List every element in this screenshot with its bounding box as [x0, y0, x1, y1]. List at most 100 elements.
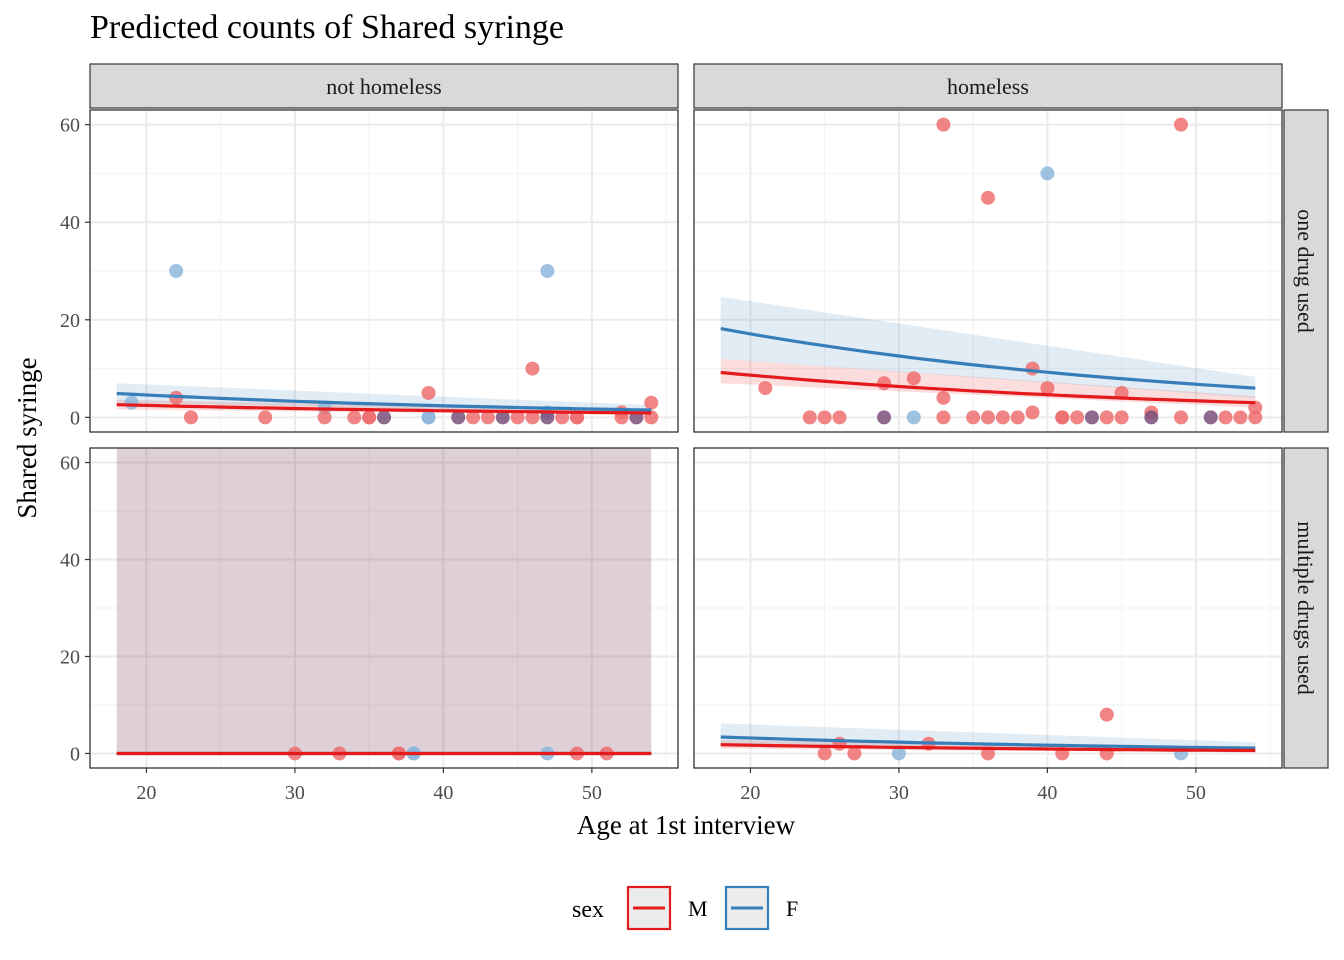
confidence-band-F — [116, 448, 652, 754]
facet-panel: 0 20 40 60 — [60, 109, 679, 433]
legend-label-M: M — [688, 896, 708, 921]
data-point — [1040, 166, 1055, 181]
data-point — [1218, 410, 1233, 425]
data-point — [362, 410, 377, 425]
data-point — [347, 410, 362, 425]
data-point — [936, 390, 951, 405]
data-point — [377, 410, 391, 425]
data-point — [1248, 410, 1263, 425]
data-point — [817, 410, 832, 425]
data-point — [758, 381, 773, 396]
data-point — [847, 746, 862, 761]
data-point — [906, 410, 921, 425]
data-point — [1174, 410, 1189, 425]
data-point — [421, 385, 436, 400]
confidence-band-F — [720, 723, 1256, 752]
data-point — [1084, 410, 1099, 425]
data-point — [832, 410, 847, 425]
data-point — [525, 361, 540, 376]
data-point — [1010, 410, 1025, 425]
data-point — [644, 395, 659, 410]
data-point — [480, 410, 495, 425]
facet-strip-row — [1283, 109, 1329, 433]
y-axis-title: Shared syringe — [12, 357, 42, 518]
data-point — [1114, 410, 1129, 425]
data-point — [802, 410, 817, 425]
data-point — [540, 410, 555, 425]
data-point — [183, 410, 198, 425]
fit-line-F — [720, 327, 1256, 390]
x-tick-label: 30 — [285, 782, 305, 804]
facet-panel: 0 20 40 60 20 30 40 50 — [60, 447, 679, 804]
facet-strip-col-label: homeless — [947, 74, 1029, 99]
y-tick-label: 0 — [70, 743, 80, 765]
data-point — [1025, 361, 1040, 376]
data-point — [1203, 410, 1218, 425]
panel-border — [693, 447, 1283, 769]
fit-line-M — [720, 370, 1256, 405]
data-point — [1233, 410, 1248, 425]
y-tick-label: 40 — [60, 212, 80, 234]
fit-line-M — [116, 403, 652, 415]
data-point — [1040, 381, 1055, 396]
data-point — [466, 410, 481, 425]
data-point — [1144, 410, 1159, 425]
x-tick-label: 20 — [136, 782, 156, 804]
data-point — [1055, 410, 1070, 425]
data-point — [832, 736, 847, 751]
fit-line-F — [116, 391, 652, 412]
confidence-band-F — [116, 383, 652, 414]
x-tick-label: 20 — [740, 782, 760, 804]
fit-line-M — [720, 743, 1256, 753]
y-tick-label: 0 — [70, 407, 80, 429]
data-point — [540, 264, 555, 278]
legend-label-F: F — [786, 896, 798, 921]
data-point — [936, 410, 951, 425]
confidence-band-F — [720, 296, 1256, 398]
data-point — [981, 190, 995, 205]
y-tick-label: 20 — [60, 646, 80, 668]
y-tick-label: 60 — [60, 453, 80, 475]
panel-border — [693, 109, 1283, 433]
data-point — [1099, 707, 1114, 722]
facet-panel — [693, 109, 1283, 433]
y-tick-label: 40 — [60, 550, 80, 572]
data-point — [1025, 405, 1040, 420]
data-point — [877, 376, 892, 391]
data-point — [877, 410, 892, 425]
facet-panels: not homeless homeless one drug used multipl… — [60, 63, 1329, 804]
facet-strip-row-label: one drug used — [1293, 209, 1318, 332]
data-point — [525, 410, 540, 425]
data-point — [1174, 117, 1189, 132]
facet-strip-col — [693, 63, 1283, 109]
chart-title: Predicted counts of Shared syringe — [90, 9, 564, 46]
data-point — [1070, 410, 1085, 425]
data-point — [258, 410, 273, 425]
x-axis-title: Age at 1st interview — [577, 810, 796, 840]
data-point — [421, 410, 436, 425]
confidence-band-M — [116, 448, 652, 754]
data-point — [981, 410, 995, 425]
x-tick-label: 50 — [1186, 782, 1206, 804]
data-point — [317, 410, 332, 425]
facet-strip-row — [1283, 447, 1329, 769]
x-tick-label: 40 — [433, 782, 453, 804]
data-point — [906, 371, 921, 386]
data-point — [817, 746, 832, 761]
data-point — [124, 395, 139, 410]
data-point — [1099, 410, 1114, 425]
y-tick-label: 60 — [60, 115, 80, 137]
facet-strip-row-label: multiple drugs used — [1293, 521, 1318, 695]
y-tick-label: 20 — [60, 310, 80, 332]
data-point — [966, 410, 981, 425]
x-tick-label: 30 — [889, 782, 909, 804]
panel-border — [89, 447, 679, 769]
x-tick-label: 50 — [582, 782, 602, 804]
data-point — [995, 410, 1010, 425]
legend: sex M F — [572, 885, 798, 931]
data-point — [510, 410, 525, 425]
data-point — [936, 117, 951, 132]
facet-strip-col — [89, 63, 679, 109]
data-point — [891, 746, 906, 761]
